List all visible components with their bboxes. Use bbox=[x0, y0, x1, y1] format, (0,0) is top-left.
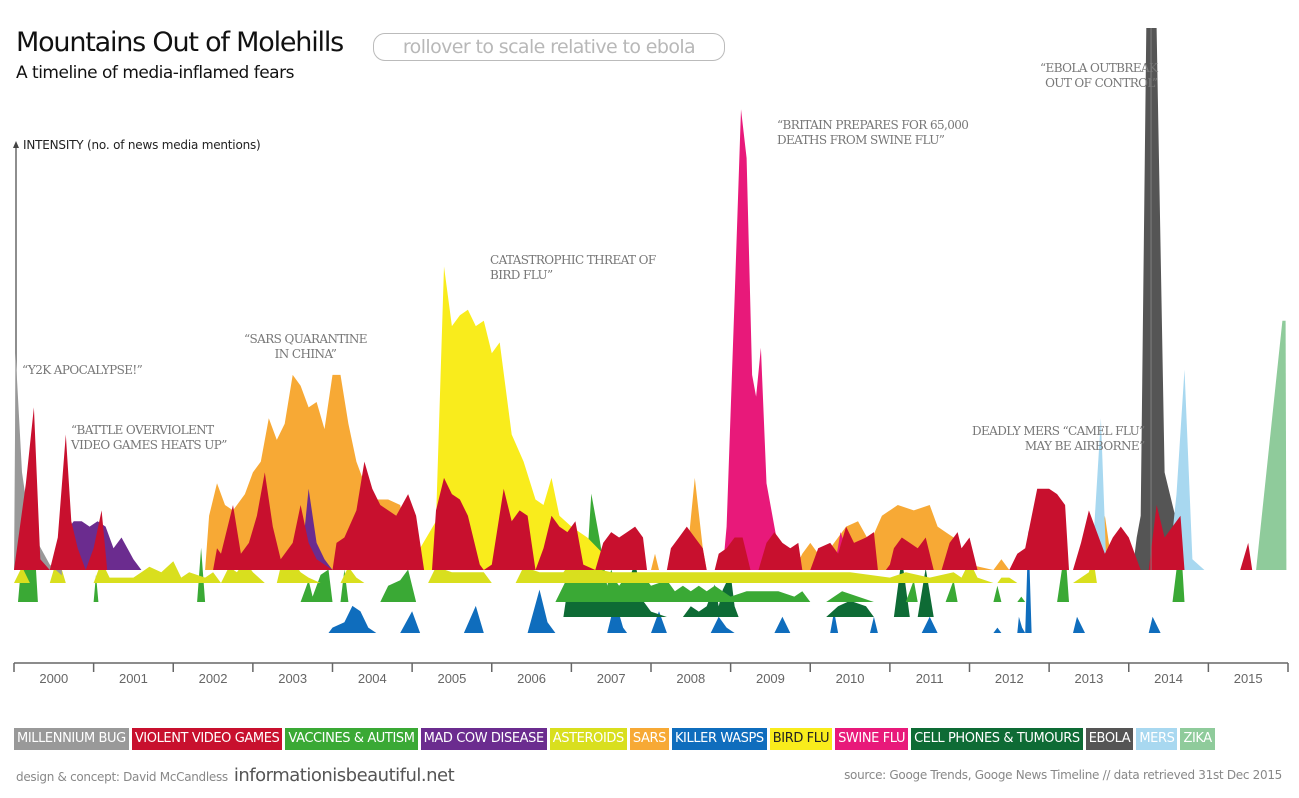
x-tick-label: 2010 bbox=[836, 671, 865, 686]
series-killer-wasps[interactable] bbox=[328, 530, 1161, 633]
x-tick-label: 2002 bbox=[199, 671, 228, 686]
legend-cell-phones-tumours[interactable]: CELL PHONES & TUMOURS bbox=[911, 728, 1083, 750]
legend-bird-flu[interactable]: BIRD FLU bbox=[769, 728, 833, 750]
legend-vaccines-autism[interactable]: VACCINES & AUTISM bbox=[285, 728, 418, 750]
x-tick-label: 2007 bbox=[597, 671, 626, 686]
x-tick-label: 2011 bbox=[916, 671, 944, 686]
series-bird-flu[interactable] bbox=[364, 266, 1054, 571]
x-tick-label: 2008 bbox=[676, 671, 705, 686]
annotation-bird-flu: CATASTROPHIC THREAT OF BIRD FLU” bbox=[490, 253, 656, 282]
rollover-scale-button[interactable]: rollover to scale relative to ebola bbox=[373, 33, 725, 61]
legend-violent-video-games[interactable]: VIOLENT VIDEO GAMES bbox=[131, 728, 283, 750]
x-tick-label: 2014 bbox=[1154, 671, 1183, 686]
annotation-mers: DEADLY MERS “CAMEL FLU” MAY BE AIRBORNE” bbox=[972, 424, 1145, 453]
annotation-ebola: “EBOLA OUTBREAK OUT OF CONTROL” bbox=[1040, 61, 1158, 90]
legend-millennium-bug[interactable]: MILLENNIUM BUG bbox=[14, 728, 129, 750]
series-zika[interactable] bbox=[1256, 320, 1287, 570]
annotation-swine-flu: “BRITAIN PREPARES FOR 65,000 DEATHS FROM… bbox=[777, 118, 969, 147]
legend-mers[interactable]: MERS bbox=[1136, 728, 1178, 750]
series-mad-cow-disease[interactable] bbox=[53, 488, 333, 570]
x-tick-label: 2006 bbox=[517, 671, 546, 686]
x-tick-label: 2001 bbox=[119, 671, 148, 686]
legend-zika[interactable]: ZIKA bbox=[1180, 728, 1215, 750]
site-link[interactable]: informationisbeautiful.net bbox=[233, 765, 455, 786]
x-tick-label: 2012 bbox=[995, 671, 1024, 686]
series-sars[interactable] bbox=[205, 374, 1129, 570]
y-axis-label: INTENSITY (no. of news media mentions) bbox=[23, 138, 261, 152]
x-tick-label: 2005 bbox=[437, 671, 466, 686]
source-note: source: Googe Trends, Googe News Timelin… bbox=[844, 768, 1282, 782]
series-layer bbox=[14, 28, 1287, 633]
credit: design & concept: David McCandless inform… bbox=[16, 765, 455, 786]
series-swine-flu[interactable] bbox=[722, 109, 854, 571]
annotation-violent-video-games: “BATTLE OVERVIOLENT VIDEO GAMES HEATS UP… bbox=[71, 423, 227, 452]
series-ebola[interactable] bbox=[1132, 28, 1193, 570]
x-axis: 2000 2001 2002 2003 2004 2005 2006 2007 2008 2009… bbox=[13, 662, 1289, 686]
legend-mad-cow-disease[interactable]: MAD COW DISEASE bbox=[420, 728, 547, 750]
series-asteroids[interactable] bbox=[14, 555, 1097, 583]
legend: MILLENNIUM BUG VIOLENT VIDEO GAMES VACCI… bbox=[14, 728, 1215, 750]
x-tick-label: 2013 bbox=[1074, 671, 1103, 686]
page-title: Mountains Out of Molehills bbox=[16, 27, 344, 58]
series-violent-video-games[interactable] bbox=[14, 407, 1253, 570]
annotation-sars: “SARS QUARANTINE IN CHINA” bbox=[244, 332, 368, 361]
chart-area: 2000 2001 2002 2003 2004 2005 2006 2007 2008 2009… bbox=[13, 28, 1289, 686]
legend-killer-wasps[interactable]: KILLER WASPS bbox=[671, 728, 767, 750]
legend-sars[interactable]: SARS bbox=[629, 728, 669, 750]
legend-swine-flu[interactable]: SWINE FLU bbox=[835, 728, 909, 750]
page-subtitle: A timeline of media-inflamed fears bbox=[16, 63, 294, 83]
x-tick-label: 2009 bbox=[756, 671, 785, 686]
x-tick-label: 2000 bbox=[39, 671, 68, 686]
x-tick-label: 2003 bbox=[278, 671, 307, 686]
annotation-millennium-bug: “Y2K APOCALYPSE!” bbox=[22, 363, 143, 377]
credit-text: design & concept: David McCandless bbox=[16, 770, 228, 784]
x-tick-label: 2015 bbox=[1234, 671, 1263, 686]
y-axis-arrow-icon bbox=[13, 141, 19, 148]
legend-ebola[interactable]: EBOLA bbox=[1085, 728, 1134, 750]
x-tick-label: 2004 bbox=[358, 671, 387, 686]
legend-asteroids[interactable]: ASTEROIDS bbox=[549, 728, 627, 750]
